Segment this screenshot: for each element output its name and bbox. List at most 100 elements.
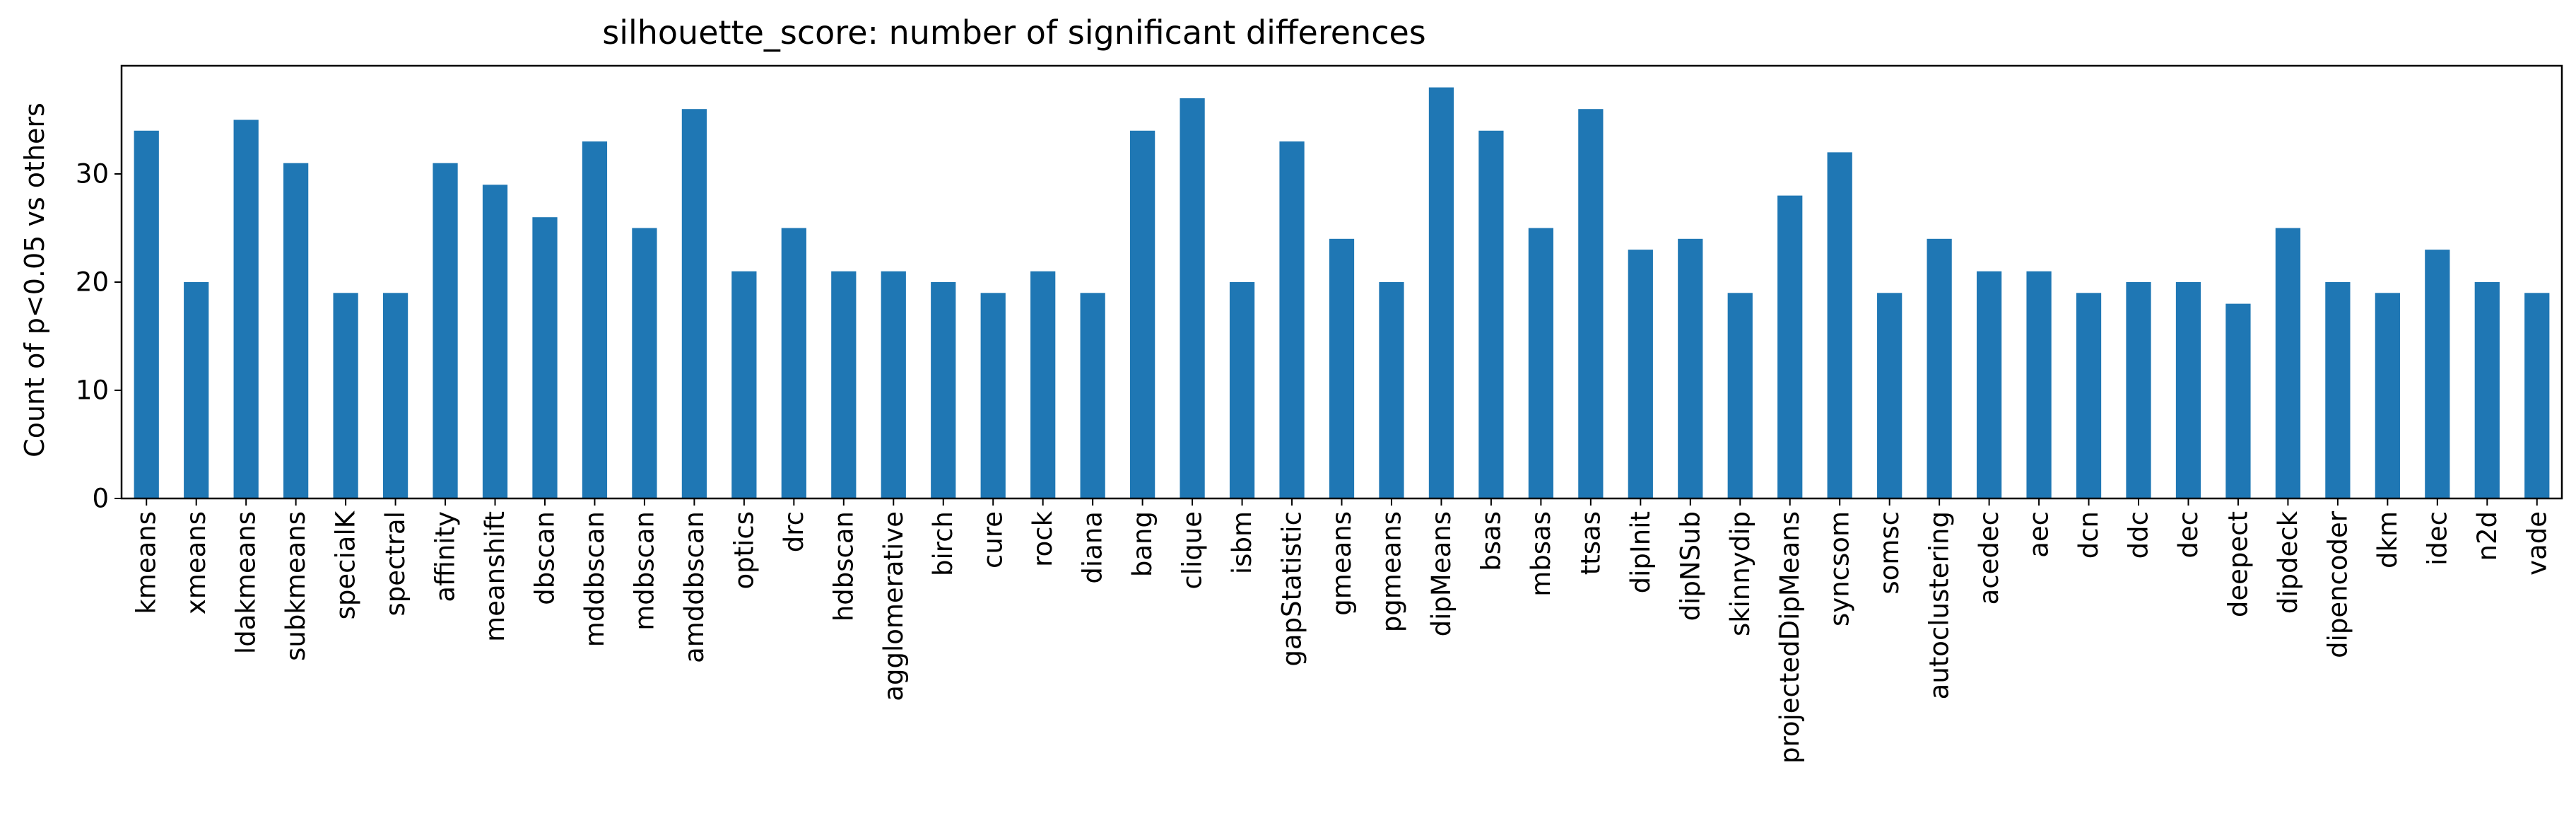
bar-aec xyxy=(2026,271,2052,498)
x-tick-label: dipdeck xyxy=(2273,510,2303,614)
bar-amddbscan xyxy=(681,109,707,498)
x-tick-label: meanshift xyxy=(480,511,510,642)
bar-vade xyxy=(2524,293,2550,498)
x-tick-label: hdbscan xyxy=(828,511,859,621)
x-tick-label: skinnydip xyxy=(1725,511,1755,636)
x-tick-label: deepect xyxy=(2223,511,2253,617)
x-tick-label: subkmeans xyxy=(281,511,311,661)
bar-somsc xyxy=(1877,293,1902,498)
x-tick-label: mdbscan xyxy=(629,511,659,631)
bar-optics xyxy=(731,271,757,498)
bars-group xyxy=(134,87,2550,499)
bar-n2d xyxy=(2474,282,2500,498)
bar-rock xyxy=(1030,271,1056,498)
bar-gapStatistic xyxy=(1279,141,1305,498)
bar-deepect xyxy=(2225,303,2251,498)
x-tick-label: projectedDipMeans xyxy=(1775,511,1805,764)
y-tick-label: 0 xyxy=(92,484,109,514)
y-ticks-group: 0 10 20 30 xyxy=(76,159,122,514)
bar-projectedDipMeans xyxy=(1777,195,1803,498)
x-tick-label: syncsom xyxy=(1825,511,1855,626)
x-tick-label: affinity xyxy=(430,511,461,602)
x-tick-label: idec xyxy=(2422,511,2452,566)
bar-dbscan xyxy=(532,217,558,498)
bar-skinnydip xyxy=(1727,293,1753,498)
bar-dkm xyxy=(2375,293,2400,498)
bar-xmeans xyxy=(184,282,209,498)
bar-diana xyxy=(1080,293,1105,498)
plot-frame xyxy=(120,64,2563,500)
x-tick-label: gmeans xyxy=(1327,511,1357,616)
bar-kmeans xyxy=(134,130,159,499)
bar-mdbscan xyxy=(632,228,657,498)
x-tick-label: mddbscan xyxy=(580,511,610,647)
x-tick-label: optics xyxy=(729,511,759,590)
x-tick-label: spectral xyxy=(380,511,411,617)
y-axis-label: Count of p<0.05 vs others xyxy=(19,103,50,457)
x-tick-label: rock xyxy=(1028,510,1058,566)
x-tick-label: dipNSub xyxy=(1675,511,1705,621)
bar-idec xyxy=(2425,250,2450,498)
x-tick-label: aec xyxy=(2024,511,2054,558)
x-tick-label: ttsas xyxy=(1575,511,1606,575)
x-tick-label: dipInit xyxy=(1625,511,1656,593)
bar-cure xyxy=(980,293,1006,498)
bar-birch xyxy=(931,282,956,498)
bar-clique xyxy=(1180,98,1205,498)
bar-meanshift xyxy=(482,185,508,498)
x-tick-label: pgmeans xyxy=(1376,511,1406,632)
x-tick-label: specialK xyxy=(331,510,361,619)
bar-isbm xyxy=(1229,282,1255,498)
y-tick-label: 20 xyxy=(76,267,109,298)
bar-ttsas xyxy=(1578,109,1604,498)
bar-gmeans xyxy=(1329,238,1355,498)
bar-spectral xyxy=(382,293,408,498)
bar-dcn xyxy=(2076,293,2102,498)
x-ticks-group: kmeans xmeans ldakmeans subkmeans specialK sp… xyxy=(131,498,2552,764)
bar-syncsom xyxy=(1827,152,1852,498)
x-tick-label: dipMeans xyxy=(1426,511,1457,636)
bar-dipInit xyxy=(1628,250,1653,498)
bar-mbsas xyxy=(1528,228,1553,498)
x-tick-label: kmeans xyxy=(131,511,162,614)
x-tick-label: dkm xyxy=(2372,511,2403,568)
bar-dipencoder xyxy=(2325,282,2351,498)
x-tick-label: n2d xyxy=(2472,511,2503,561)
x-tick-label: isbm xyxy=(1227,511,1257,574)
bar-hdbscan xyxy=(831,271,857,498)
bar-bang xyxy=(1130,130,1155,499)
bar-affinity xyxy=(433,163,458,498)
x-tick-label: acedec xyxy=(1974,511,2004,605)
bar-specialK xyxy=(333,293,358,498)
bar-dipNSub xyxy=(1678,238,1703,498)
bar-dipMeans xyxy=(1428,87,1454,499)
x-tick-label: vade xyxy=(2522,511,2552,576)
x-tick-label: agglomerative xyxy=(878,511,909,701)
bar-ldakmeans xyxy=(233,119,259,498)
x-tick-label: ldakmeans xyxy=(231,511,261,654)
bar-agglomerative xyxy=(881,271,906,498)
bar-pgmeans xyxy=(1379,282,1404,498)
x-tick-label: dipencoder xyxy=(2322,510,2353,658)
y-tick-label: 10 xyxy=(76,375,109,406)
x-tick-label: somsc xyxy=(1874,511,1905,595)
x-tick-label: birch xyxy=(928,511,958,576)
bar-acedec xyxy=(1976,271,2002,498)
bar-mddbscan xyxy=(582,141,608,498)
bar-ddc xyxy=(2126,282,2151,498)
x-tick-label: diana xyxy=(1078,511,1108,584)
x-tick-label: autoclustering xyxy=(1924,511,1955,699)
x-tick-label: dcn xyxy=(2074,511,2104,559)
bar-drc xyxy=(781,228,806,498)
x-tick-label: ddc xyxy=(2124,511,2154,559)
x-tick-label: mbsas xyxy=(1526,511,1556,597)
bar-autoclustering xyxy=(1927,238,1952,498)
x-tick-label: clique xyxy=(1177,511,1208,590)
x-tick-label: gapStatistic xyxy=(1277,511,1307,667)
y-tick-label: 30 xyxy=(76,159,109,189)
x-tick-label: bsas xyxy=(1476,511,1506,571)
bar-dipdeck xyxy=(2275,228,2301,498)
x-tick-label: amddbscan xyxy=(679,511,710,663)
x-tick-label: drc xyxy=(779,511,809,552)
bar-dec xyxy=(2175,282,2201,498)
